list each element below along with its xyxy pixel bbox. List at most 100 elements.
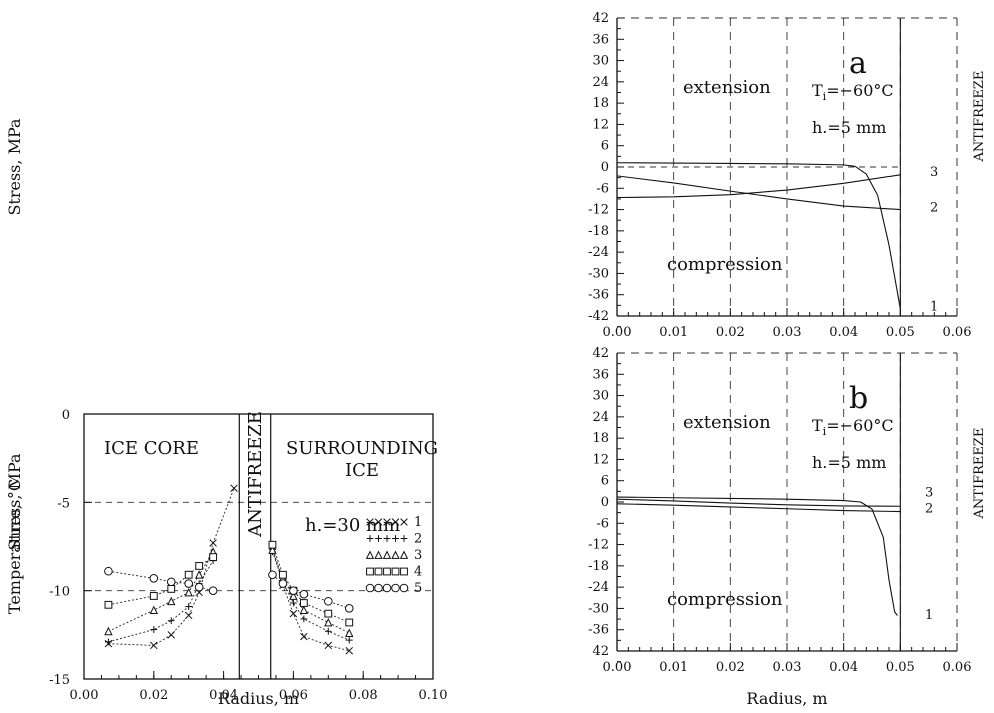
- stress-y-tick-label: 30: [592, 54, 609, 69]
- stress-y-tick-label: 0: [601, 495, 609, 510]
- ti-suffix: =−60°C: [826, 416, 893, 435]
- stress-x-tick-label: 0.05: [886, 325, 915, 340]
- temperature-data-point: [209, 553, 218, 562]
- legend-marker: [382, 583, 392, 593]
- stress-x-tick-label: 0.02: [716, 325, 745, 340]
- temperature-data-point: [104, 600, 113, 609]
- stress-y-tick-label: -24: [588, 580, 609, 595]
- stress-y-tick-label: 30: [592, 389, 609, 404]
- antifreeze-side-label: ANTIFREEZE: [972, 428, 987, 520]
- temperature-x-tick-label: 0.04: [209, 688, 238, 703]
- stress-x-tick-label: 0.04: [829, 660, 858, 675]
- marker-stroke: [383, 518, 391, 526]
- stress-series-1: [616, 496, 898, 616]
- stress-x-tick-label: 0.01: [659, 325, 688, 340]
- panel-letter: b: [849, 381, 868, 416]
- stress-x-tick-label: 0.04: [829, 325, 858, 340]
- marker-stroke: [400, 518, 408, 526]
- antifreeze-side-label: ANTIFREEZE: [972, 71, 987, 163]
- stress-y-tick-label: 36: [592, 32, 609, 47]
- marker-stroke: [374, 518, 383, 526]
- ti-suffix: =−60°C: [826, 81, 893, 100]
- temperature-data-point: [324, 627, 332, 635]
- temperature-data-point: [324, 641, 333, 650]
- temperature-data-point: [184, 570, 193, 579]
- temperature-data-point: [300, 632, 308, 641]
- temperature-data-point: [184, 587, 193, 597]
- temperature-annotation: h.=30 mm: [305, 515, 400, 536]
- temperature-series-2: [105, 548, 353, 646]
- stress-y-tick-label: 24: [592, 75, 609, 90]
- legend-marker: [391, 583, 400, 593]
- temperature-data-point: [290, 599, 297, 607]
- temperature-data-point: [299, 589, 309, 599]
- temperature-data-point: [209, 539, 217, 547]
- legend-entry: 2: [366, 532, 422, 547]
- temperature-data-point: [167, 585, 176, 593]
- stress-x-tick-label: 0.00: [603, 660, 632, 675]
- temperature-series-line: [108, 570, 214, 592]
- legend-marker: [365, 550, 375, 559]
- legend-label: 4: [414, 565, 422, 580]
- temperature-x-tick-label: 0.10: [419, 688, 448, 703]
- temperature-data-point: [150, 641, 158, 650]
- legend-marker: [374, 550, 383, 559]
- temperature-series-1: [104, 484, 353, 655]
- legend-label: 1: [414, 515, 422, 530]
- temperature-data-point: [184, 611, 193, 620]
- stress-y-tick-label: -42: [588, 309, 609, 324]
- marker-stroke: [230, 484, 238, 492]
- temperature-frame: [83, 413, 434, 680]
- stress-y-tick-label: -6: [596, 181, 609, 196]
- marker-stroke: [209, 539, 217, 547]
- temperature-data-point: [268, 540, 277, 549]
- stress-series-label: 1: [925, 608, 933, 623]
- marker-stroke: [345, 646, 353, 655]
- temperature-x-tick-label: 0.08: [349, 688, 378, 703]
- temperature-data-point: [104, 626, 113, 636]
- legend-marker: [391, 518, 400, 526]
- stress-y-tick-label: -36: [588, 623, 609, 638]
- stress-y-tick-label: -18: [588, 559, 609, 574]
- temperature-data-point: [184, 579, 193, 588]
- legend-marker: [383, 518, 391, 526]
- stress-y-tick-label: -12: [588, 538, 609, 553]
- marker-stroke: [167, 631, 176, 639]
- temperature-data-point: [167, 617, 175, 625]
- legend-marker: [383, 535, 391, 542]
- temperature-data-point: [208, 586, 218, 595]
- ti-subscript: i: [823, 425, 827, 438]
- stress-series-2: [616, 503, 901, 513]
- temperature-data-point: [230, 484, 238, 492]
- temperature-data-point: [167, 631, 176, 639]
- temperature-y-axis-label: Temperature, °C: [5, 479, 24, 614]
- ti-annotation: Ti=−60°C: [812, 416, 894, 438]
- legend-marker: [382, 550, 392, 559]
- temperature-data-point: [299, 605, 309, 614]
- stress-y-tick-label: 42: [592, 644, 609, 659]
- stress-x-tick-label: 0.03: [773, 325, 802, 340]
- stress-y-tick-label: 12: [592, 117, 609, 132]
- temperature-x-tick-label: 0.02: [139, 688, 168, 703]
- legend-entry: 1: [366, 515, 422, 530]
- stress-x-tick-label: 0.02: [716, 660, 745, 675]
- legend-marker: [400, 518, 408, 526]
- temperature-data-point: [279, 570, 287, 579]
- temperature-data-point: [345, 646, 353, 655]
- marker-stroke: [391, 518, 400, 526]
- panel-letter: a: [849, 46, 867, 81]
- temperature-data-point: [150, 626, 158, 633]
- temperature-data-point: [149, 592, 158, 600]
- stress-y-tick-label: -36: [588, 288, 609, 303]
- temperature-panel: 0.00 0.02 0.04 0.06 0.08 0.10 0 -5 -10 -15 Radius,…: [5, 408, 447, 708]
- stress-y-axis-label: Stress, MPa: [5, 453, 24, 551]
- legend-label: 5: [414, 581, 422, 596]
- legend-marker: [375, 535, 382, 542]
- temperature-series-line: [108, 560, 214, 643]
- compression-label: compression: [667, 254, 783, 275]
- temperature-data-point: [345, 636, 353, 644]
- temperature-data-point: [104, 566, 113, 576]
- temperature-data-point: [149, 574, 159, 583]
